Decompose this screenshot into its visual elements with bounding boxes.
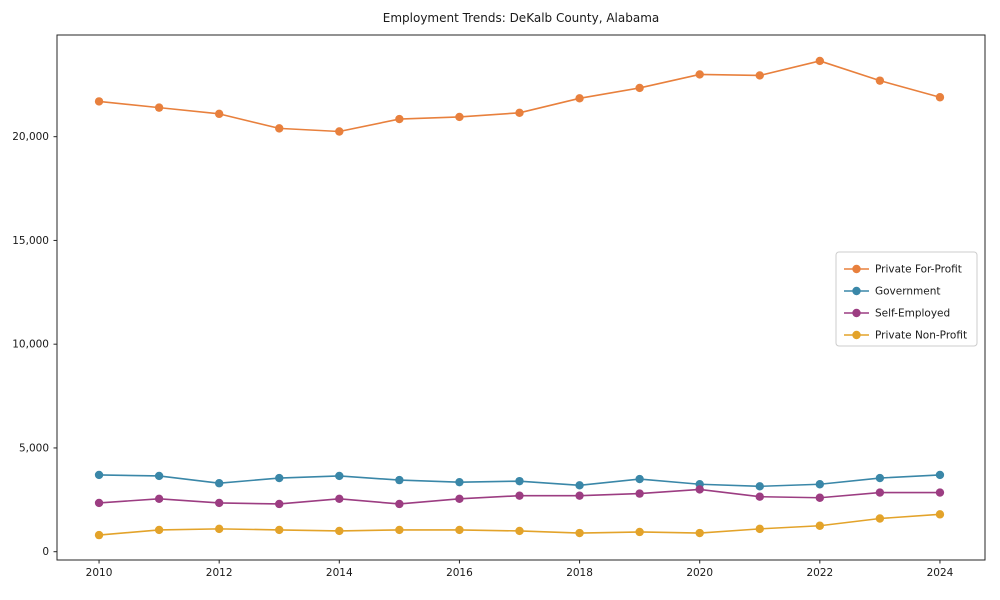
data-point-private-for-profit <box>395 114 404 124</box>
chart-title: Employment Trends: DeKalb County, Alabam… <box>383 11 660 25</box>
data-point-private-non-profit <box>275 525 284 535</box>
data-point-private-for-profit <box>815 56 825 66</box>
data-point-private-non-profit <box>94 530 104 540</box>
y-tick-label: 5,000 <box>19 442 49 454</box>
data-point-private-non-profit <box>635 527 644 537</box>
data-point-self-employed <box>695 485 704 494</box>
data-point-private-non-profit <box>755 524 764 534</box>
y-tick-label: 15,000 <box>12 235 49 247</box>
data-point-private-non-profit <box>335 526 344 536</box>
data-point-private-for-profit <box>875 76 885 85</box>
data-point-private-non-profit <box>395 525 404 535</box>
data-point-private-non-profit <box>575 528 584 538</box>
data-point-private-for-profit <box>455 112 464 122</box>
line-series-private-for-profit <box>98 60 941 133</box>
data-point-private-non-profit <box>515 526 524 536</box>
data-point-government <box>455 477 464 487</box>
data-point-self-employed <box>635 489 644 498</box>
data-point-self-employed <box>815 493 825 502</box>
legend-label-private-non-profit: Private Non-Profit <box>875 330 967 342</box>
legend-marker-government <box>852 286 861 296</box>
data-point-self-employed <box>875 488 885 497</box>
legend-label-self-employed: Self-Employed <box>875 308 950 320</box>
data-point-government <box>154 471 164 481</box>
legend-marker-private-for-profit <box>852 264 861 274</box>
data-point-government <box>275 473 284 483</box>
data-point-self-employed <box>575 491 584 500</box>
data-point-private-non-profit <box>935 510 945 519</box>
y-tick-label: 0 <box>42 546 49 558</box>
data-point-government <box>635 474 644 484</box>
x-tick-label: 2022 <box>806 567 833 579</box>
data-point-government <box>94 470 104 480</box>
data-point-government <box>935 470 945 480</box>
data-point-private-for-profit <box>695 70 704 79</box>
data-point-private-non-profit <box>154 525 164 535</box>
data-point-private-for-profit <box>214 109 224 119</box>
data-point-private-non-profit <box>455 525 464 535</box>
data-point-private-non-profit <box>695 528 704 538</box>
data-point-self-employed <box>154 494 164 503</box>
data-point-private-for-profit <box>635 83 644 93</box>
data-point-government <box>875 473 885 483</box>
legend-marker-private-non-profit <box>852 330 861 340</box>
data-point-government <box>755 482 764 491</box>
data-point-government <box>515 476 524 486</box>
data-point-private-for-profit <box>515 108 524 118</box>
data-point-private-for-profit <box>755 71 764 80</box>
data-point-government <box>575 481 584 490</box>
plot-border <box>56 34 986 561</box>
data-point-private-for-profit <box>154 103 164 112</box>
data-point-private-for-profit <box>275 124 284 133</box>
data-point-government <box>395 475 404 485</box>
data-point-private-non-profit <box>815 521 825 530</box>
data-point-private-non-profit <box>875 514 885 523</box>
legend-label-government: Government <box>875 286 940 298</box>
legend-label-private-for-profit: Private For-Profit <box>875 264 962 276</box>
plot-area: 0 5,000 10,000 15,000 20,000 2010 2012 2014 2016… <box>12 34 986 579</box>
data-point-government <box>335 471 344 481</box>
data-point-self-employed <box>94 498 104 508</box>
data-point-self-employed <box>214 498 224 508</box>
data-point-self-employed <box>515 491 524 500</box>
data-point-self-employed <box>455 494 464 503</box>
data-point-private-for-profit <box>575 94 584 103</box>
data-point-self-employed <box>395 499 404 509</box>
x-tick-label: 2024 <box>927 567 954 579</box>
x-tick-label: 2014 <box>326 567 353 579</box>
data-point-government <box>214 479 224 488</box>
data-point-private-non-profit <box>214 524 224 534</box>
data-point-self-employed <box>935 488 945 497</box>
legend-box <box>835 251 978 347</box>
x-tick-label: 2016 <box>446 567 473 579</box>
y-tick-label: 10,000 <box>12 339 49 351</box>
x-tick-label: 2010 <box>86 567 113 579</box>
x-tick-label: 2018 <box>566 567 593 579</box>
data-point-private-for-profit <box>94 97 104 106</box>
data-point-private-for-profit <box>935 93 945 102</box>
x-tick-label: 2012 <box>206 567 233 579</box>
data-point-government <box>815 480 825 489</box>
x-tick-label: 2020 <box>686 567 713 579</box>
legend-marker-self-employed <box>852 308 861 318</box>
data-point-self-employed <box>335 494 344 503</box>
y-tick-label: 20,000 <box>12 131 49 143</box>
data-point-self-employed <box>275 499 284 509</box>
data-point-self-employed <box>755 492 764 501</box>
data-point-private-for-profit <box>335 127 344 136</box>
